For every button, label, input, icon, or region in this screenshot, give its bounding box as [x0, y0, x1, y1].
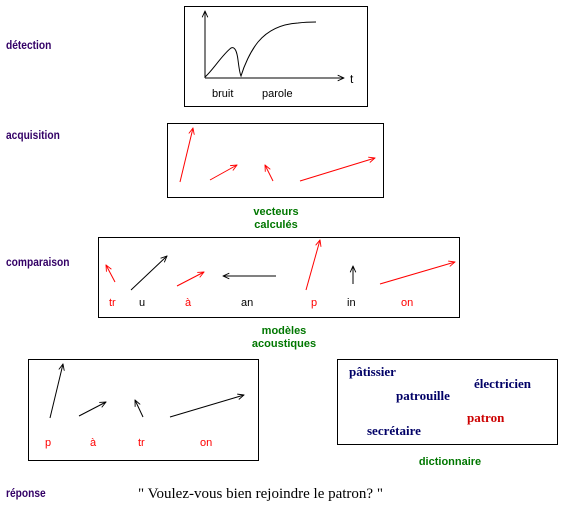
- dictionary-word: patron: [467, 410, 505, 425]
- comparison-box: [98, 237, 460, 318]
- vector-arrow: [299, 158, 375, 182]
- phoneme-label: on: [401, 297, 413, 309]
- vecteurs-caption-line2: calculés: [254, 219, 298, 231]
- comparison-phonemes: tr u à an p in on: [109, 297, 413, 309]
- acquisition-vectors: [179, 128, 375, 183]
- phoneme-label: an: [241, 297, 253, 309]
- detection-graph: t bruit parole: [205, 11, 354, 100]
- dictionary-word: patrouille: [396, 388, 450, 403]
- stage-label-acquisition: acquisition: [6, 128, 60, 142]
- model-arrow: [176, 272, 204, 287]
- vecteurs-caption: vecteurs calculés: [236, 206, 316, 232]
- acquisition-box: [167, 123, 384, 198]
- model-arrow: [379, 262, 455, 285]
- response-arrow: [49, 364, 63, 419]
- bruit-label: bruit: [212, 88, 233, 100]
- phoneme-label: u: [139, 297, 145, 309]
- dictionary-box: [337, 359, 558, 445]
- parole-label: parole: [262, 88, 293, 100]
- phoneme-label: p: [45, 437, 51, 449]
- vecteurs-caption-line1: vecteurs: [253, 206, 299, 218]
- dictionary-word: pâtissier: [349, 364, 396, 379]
- dictionary-word: secrétaire: [367, 423, 421, 438]
- response-box: [28, 359, 259, 461]
- stage-label-detection: détection: [6, 38, 52, 52]
- modeles-caption-line2: acoustiques: [251, 338, 317, 350]
- modeles-caption: modèles acoustiques: [236, 325, 332, 351]
- vector-arrow: [179, 128, 193, 183]
- signal-curve: [204, 21, 317, 78]
- dictionary-word: électricien: [474, 376, 532, 391]
- phoneme-label: in: [347, 297, 356, 309]
- response-sentence: " Voulez-vous bien rejoindre le patron? …: [138, 486, 383, 502]
- model-arrow: [106, 265, 116, 283]
- response-arrow: [169, 395, 244, 418]
- t-axis-label: t: [350, 72, 354, 86]
- dictionnaire-caption: dictionnaire: [418, 456, 482, 468]
- response-arrow: [78, 402, 106, 417]
- model-arrow: [130, 256, 167, 291]
- phoneme-label: tr: [138, 437, 145, 449]
- comparison-models: [106, 240, 455, 291]
- model-arrow: [305, 240, 320, 291]
- stage-label-comparaison: comparaison: [6, 255, 70, 269]
- modeles-caption-line1: modèles: [261, 325, 307, 337]
- phoneme-label: à: [185, 297, 192, 309]
- phoneme-label: on: [200, 437, 212, 449]
- phoneme-label: à: [90, 437, 97, 449]
- detection-box: [184, 6, 368, 107]
- stage-label-reponse: réponse: [6, 486, 46, 500]
- phoneme-label: p: [311, 297, 317, 309]
- response-phonemes: p à tr on: [45, 437, 212, 449]
- response-vectors: [49, 364, 244, 419]
- response-arrow: [135, 400, 144, 418]
- vector-arrow: [209, 165, 237, 181]
- phoneme-label: tr: [109, 297, 116, 309]
- vector-arrow: [265, 165, 274, 182]
